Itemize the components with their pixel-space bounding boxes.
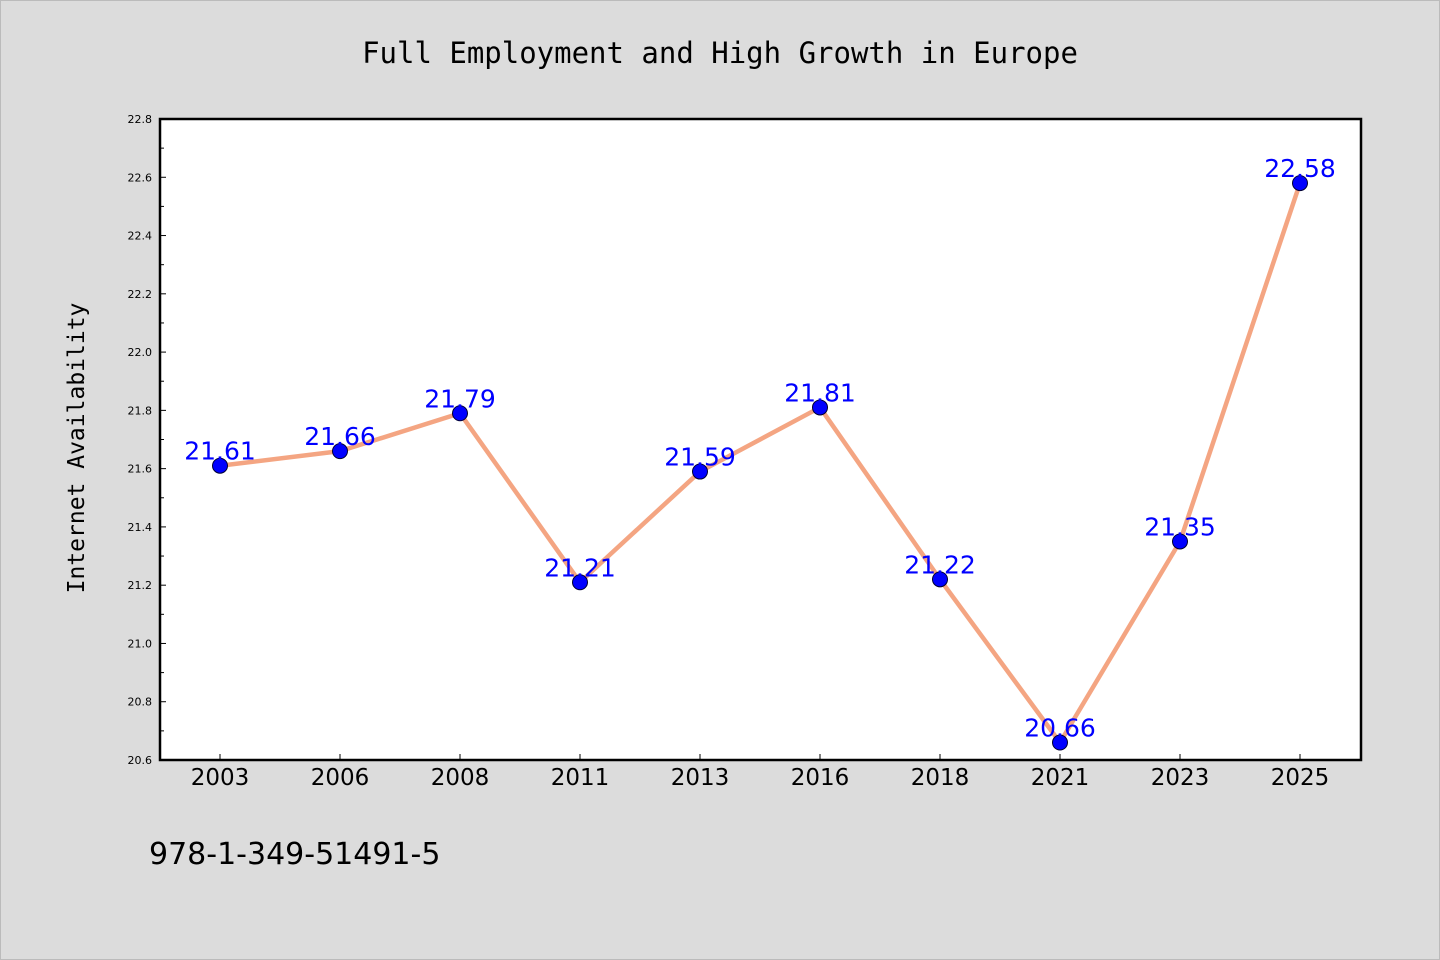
data-point [692,463,708,480]
data-point [332,443,348,460]
data-point [1292,175,1308,192]
x-axis: 2003 2006 2008 2011 2013 2016 2018 2021 2023 2025 [191,754,1330,791]
series-polyline [217,180,1303,745]
y-axis: 20.6 20.8 21.0 21.2 21.4 21.6 21.8 22.0 22.2 22.4… [128,113,166,767]
data-label: 21.81 [784,378,856,407]
chart-title: Full Employment and High Growth in Europ… [362,36,1078,70]
series-line [217,180,1303,745]
data-point [812,399,828,416]
y-tick-label: 20.6 [128,754,153,767]
data-point [212,457,228,474]
y-tick-label: 22.0 [128,346,153,359]
series-markers [212,175,1308,751]
x-tick-label: 2016 [791,765,850,791]
data-labels: 21.61 21.66 21.79 21.21 21.59 21.81 21.22 20.66… [184,154,1336,742]
x-tick-label: 2021 [1031,765,1090,791]
y-tick-label: 21.6 [128,463,153,476]
x-tick-label: 2013 [671,765,730,791]
y-tick-label: 22.2 [128,288,153,301]
x-tick-label: 2008 [431,765,490,791]
x-tick-label: 2018 [911,765,970,791]
data-label: 21.35 [1144,512,1216,541]
y-axis-label: Internet Availability [64,303,90,594]
y-tick-label: 21.2 [128,579,153,592]
data-point [572,574,588,591]
data-label: 21.21 [544,553,616,582]
data-label: 21.22 [904,550,976,579]
plot-frame [158,117,1363,762]
y-tick-label: 21.8 [128,404,153,417]
x-tick-label: 2011 [551,765,610,791]
data-point [452,405,468,422]
y-tick-label: 22.6 [128,171,153,184]
y-tick-label: 22.8 [128,113,153,126]
data-label: 21.79 [424,384,496,413]
x-tick-label: 2025 [1271,765,1330,791]
x-tick-label: 2006 [311,765,370,791]
isbn-footer: 978-1-349-51491-5 [149,837,440,872]
data-label: 21.59 [664,443,736,472]
data-label: 22.58 [1264,154,1336,183]
data-point [932,571,948,588]
y-tick-label: 21.0 [128,637,153,650]
y-tick-label: 20.8 [128,696,153,709]
data-label: 21.61 [184,437,256,466]
y-tick-label: 21.4 [128,521,153,534]
x-tick-label: 2003 [191,765,250,791]
data-label: 20.66 [1024,714,1096,743]
data-point [1052,734,1068,751]
y-tick-label: 22.4 [128,230,153,243]
x-tick-label: 2023 [1151,765,1210,791]
data-label: 21.66 [304,422,376,451]
data-point [1172,533,1188,550]
